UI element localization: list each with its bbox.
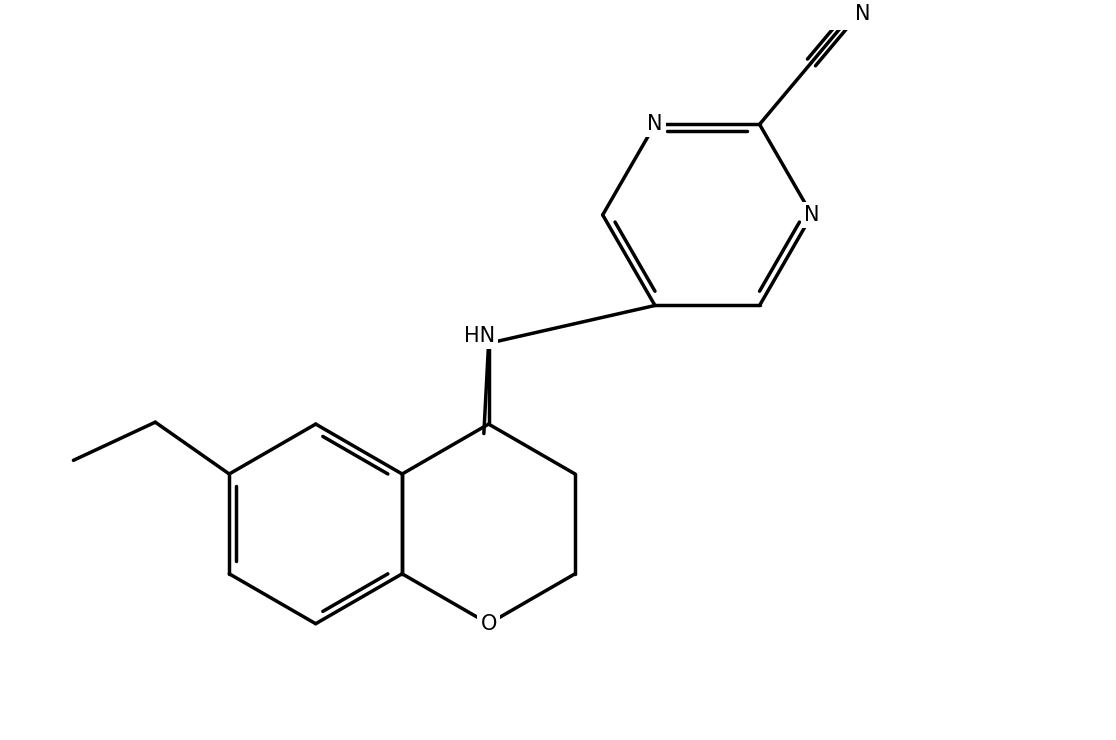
Text: N: N	[805, 205, 819, 225]
Text: N: N	[855, 4, 870, 24]
Text: O: O	[480, 613, 497, 633]
Text: N: N	[647, 115, 663, 135]
Text: HN: HN	[463, 326, 494, 346]
